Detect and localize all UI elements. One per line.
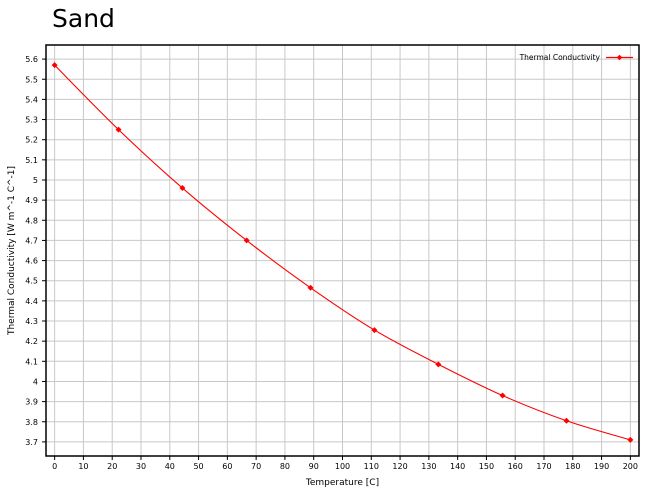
x-tick-label: 200 <box>623 462 638 471</box>
x-tick-label: 90 <box>309 462 319 471</box>
y-tick-label: 4 <box>33 377 38 386</box>
x-tick-label: 30 <box>136 462 146 471</box>
y-tick-label: 4.4 <box>25 297 38 306</box>
data-point <box>51 62 58 69</box>
axis-ticks: 0 10 20 30 40 50 60 70 80 90 100 110 120 130 140 150 160… <box>25 55 638 471</box>
legend-label: Thermal Conductivity <box>519 53 601 62</box>
x-tick-label: 190 <box>594 462 609 471</box>
y-tick-label: 4.1 <box>25 357 38 366</box>
data-point <box>307 284 314 291</box>
legend-marker <box>616 54 623 61</box>
y-tick-label: 5.5 <box>25 75 38 84</box>
series-layer <box>51 62 634 443</box>
data-point <box>371 327 378 334</box>
y-tick-label: 5.6 <box>25 55 38 64</box>
x-tick-label: 100 <box>335 462 350 471</box>
y-tick-label: 4.5 <box>25 277 38 286</box>
y-tick-label: 4.7 <box>25 236 38 245</box>
x-tick-label: 130 <box>421 462 436 471</box>
y-tick-label: 4.2 <box>25 337 38 346</box>
data-point <box>435 361 442 368</box>
y-tick-label: 5.2 <box>25 136 38 145</box>
x-tick-label: 170 <box>536 462 551 471</box>
data-point <box>563 417 570 424</box>
x-tick-label: 150 <box>479 462 494 471</box>
legend: Thermal Conductivity <box>519 53 633 62</box>
y-axis-label: Thermal Conductivity [W m^-1 C^-1] <box>7 166 17 336</box>
x-axis-label: Temperature [C] <box>305 478 379 488</box>
data-point <box>179 185 186 192</box>
y-tick-label: 5 <box>33 176 38 185</box>
grid-lines <box>46 45 639 456</box>
x-tick-label: 50 <box>193 462 203 471</box>
y-tick-label: 3.7 <box>25 438 38 447</box>
x-tick-label: 60 <box>222 462 232 471</box>
data-point <box>499 392 506 399</box>
x-tick-label: 20 <box>107 462 117 471</box>
y-tick-label: 5.3 <box>25 116 38 125</box>
series-line <box>54 64 631 441</box>
y-tick-label: 4.6 <box>25 257 38 266</box>
x-tick-label: 140 <box>450 462 465 471</box>
data-point <box>243 237 250 244</box>
x-tick-label: 0 <box>52 462 57 471</box>
y-tick-label: 3.8 <box>25 418 38 427</box>
x-tick-label: 70 <box>251 462 261 471</box>
x-tick-label: 110 <box>364 462 379 471</box>
chart-title: Sand <box>52 4 115 33</box>
x-tick-label: 120 <box>392 462 407 471</box>
x-tick-label: 160 <box>508 462 523 471</box>
y-tick-label: 4.8 <box>25 216 38 225</box>
y-tick-label: 5.4 <box>25 95 38 104</box>
y-tick-label: 5.1 <box>25 156 38 165</box>
y-tick-label: 4.3 <box>25 317 38 326</box>
y-tick-label: 3.9 <box>25 398 38 407</box>
x-tick-label: 80 <box>280 462 290 471</box>
data-point <box>115 126 122 133</box>
x-tick-label: 10 <box>78 462 88 471</box>
y-tick-label: 4.9 <box>25 196 38 205</box>
x-tick-label: 40 <box>165 462 175 471</box>
data-point <box>627 436 634 443</box>
x-tick-label: 180 <box>565 462 580 471</box>
